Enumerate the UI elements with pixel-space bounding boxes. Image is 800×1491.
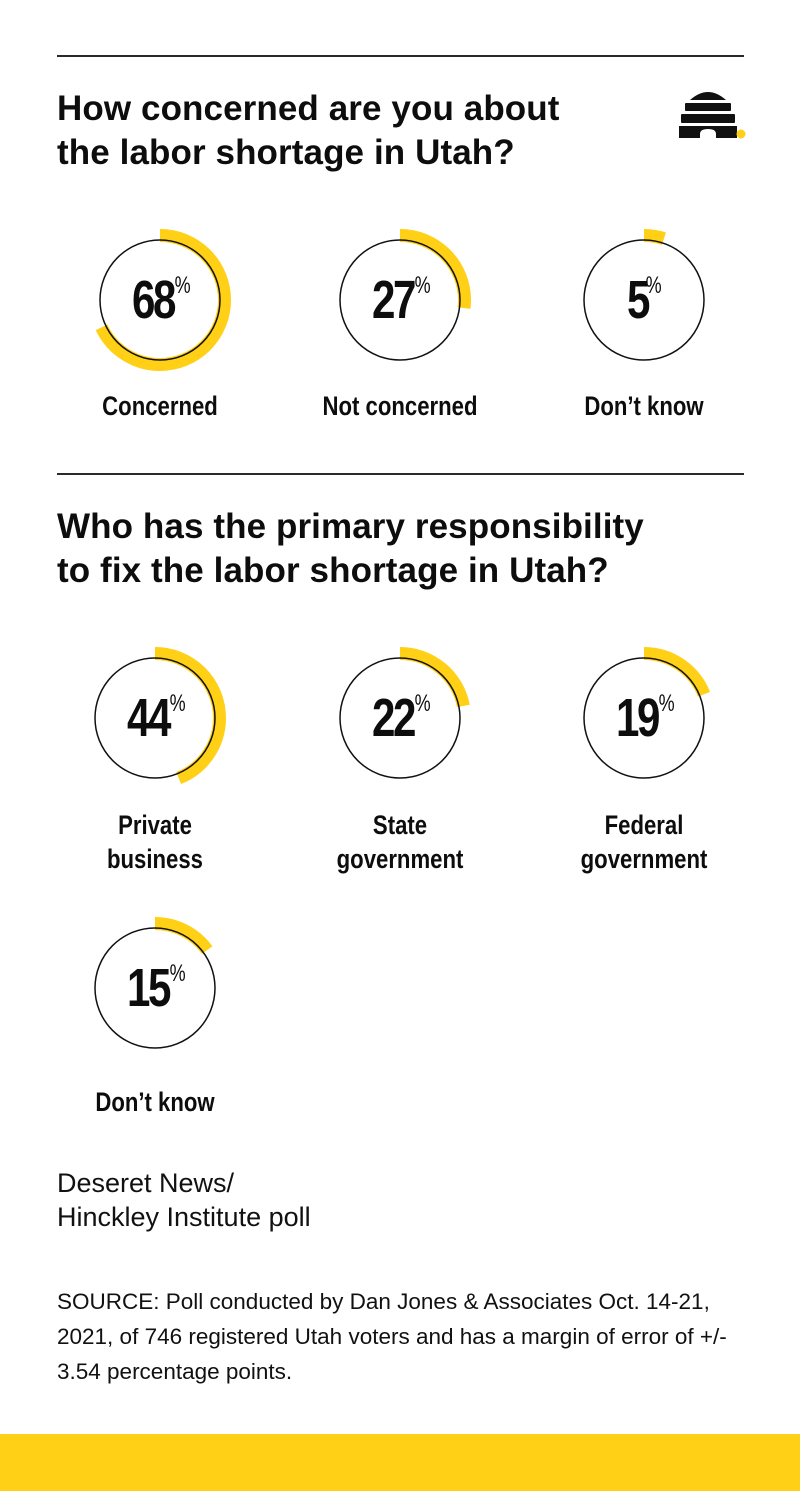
progress-arc (573, 647, 715, 789)
ring-graphic (84, 917, 226, 1059)
category-label: Federal government (546, 808, 743, 876)
percentage-value: 15% (80, 913, 230, 1063)
outline-circle (339, 657, 461, 779)
question-1-line-1: How concerned are you about (57, 89, 560, 128)
credit-line-2: Hinckley Institute poll (57, 1202, 311, 1232)
ring-graphic (573, 647, 715, 789)
donut-ring-2: 22% (325, 643, 475, 793)
percent-sign: % (415, 690, 432, 717)
label-line: Not concerned (322, 391, 478, 421)
label-line: Concerned (102, 391, 218, 421)
percentage-value: 19% (569, 643, 719, 793)
progress-arc (84, 647, 226, 789)
value-number: 5 (626, 270, 650, 330)
donut-ring-3: 5% (569, 225, 719, 375)
donut-ring-1: 68% (85, 225, 235, 375)
donut-ring-4: 15% (80, 913, 230, 1063)
question-1-line-2: the labor shortage in Utah? (57, 133, 515, 172)
outline-circle (583, 239, 705, 361)
percent-sign: % (170, 960, 187, 987)
ring-graphic (89, 229, 231, 371)
donut-ring-3: 19% (569, 643, 719, 793)
value-number: 27 (372, 270, 417, 330)
label-line: Don’t know (95, 1087, 215, 1117)
label-line: business (107, 844, 203, 874)
footer-accent-bar (0, 1434, 800, 1491)
top-divider (57, 55, 744, 57)
donut-ring-1: 44% (80, 643, 230, 793)
label-line: government (580, 844, 708, 874)
percent-sign: % (645, 272, 662, 299)
question-2-line-2: to fix the labor shortage in Utah? (57, 551, 609, 590)
percent-sign: % (415, 272, 432, 299)
percentage-value: 44% (80, 643, 230, 793)
outline-circle (583, 657, 705, 779)
label-line: State (372, 810, 428, 840)
category-label: Don’t know (57, 1085, 254, 1119)
progress-arc (573, 229, 715, 371)
percent-sign: % (175, 272, 192, 299)
outline-circle (99, 239, 221, 361)
label-line: Federal (604, 810, 684, 840)
source-note: SOURCE: Poll conducted by Dan Jones & As… (57, 1289, 727, 1384)
percentage-value: 27% (325, 225, 475, 375)
percent-sign: % (659, 690, 676, 717)
ring-graphic (329, 229, 471, 371)
ring-graphic (84, 647, 226, 789)
category-label: Concerned (62, 389, 259, 423)
percent-sign: % (170, 690, 187, 717)
poll-credit: Deseret News/ Hinckley Institute poll (57, 1166, 311, 1234)
progress-arc (329, 647, 471, 789)
ring-graphic (329, 647, 471, 789)
ring-graphic (573, 229, 715, 371)
category-label: State government (302, 808, 499, 876)
value-number: 19 (616, 688, 661, 748)
value-number: 15 (127, 958, 172, 1018)
credit-line-1: Deseret News/ (57, 1168, 235, 1198)
label-line: Private (118, 810, 192, 840)
question-2-title: Who has the primary responsibility to fi… (57, 505, 644, 593)
percentage-value: 5% (569, 225, 719, 375)
category-label: Not concerned (302, 389, 499, 423)
outline-circle (94, 657, 216, 779)
progress-arc (329, 229, 471, 371)
category-label: Don’t know (546, 389, 743, 423)
label-line: Don’t know (584, 391, 704, 421)
value-number: 44 (127, 688, 172, 748)
progress-arc (89, 229, 231, 371)
percentage-value: 68% (85, 225, 235, 375)
question-2-line-1: Who has the primary responsibility (57, 507, 644, 546)
value-number: 68 (132, 270, 177, 330)
label-line: government (336, 844, 464, 874)
value-number: 22 (372, 688, 417, 748)
percentage-value: 22% (325, 643, 475, 793)
donut-ring-2: 27% (325, 225, 475, 375)
middle-divider (57, 473, 744, 475)
progress-arc (84, 917, 226, 1059)
question-1-title: How concerned are you about the labor sh… (57, 87, 560, 175)
outline-circle (94, 927, 216, 1049)
category-label: Private business (57, 808, 254, 876)
outline-circle (339, 239, 461, 361)
beehive-logo-icon (679, 92, 746, 139)
